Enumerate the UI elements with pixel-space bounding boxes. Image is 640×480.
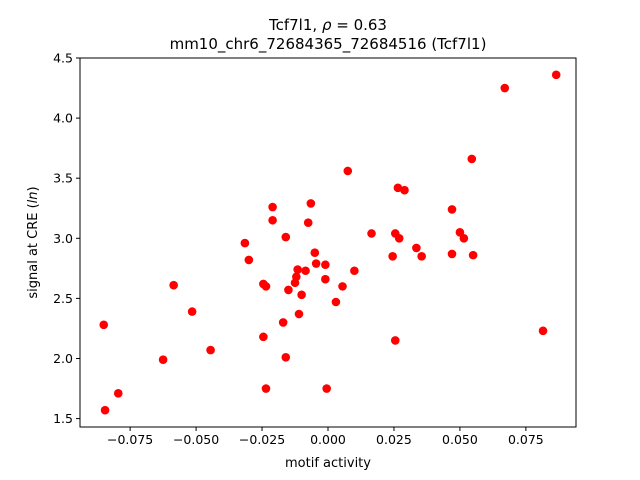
data-point — [268, 215, 277, 225]
data-point — [240, 238, 250, 248]
plot-frame — [79, 57, 577, 428]
data-point — [169, 280, 178, 290]
data-point — [113, 389, 123, 398]
data-point — [303, 218, 313, 227]
data-point — [259, 332, 268, 342]
data-point — [321, 274, 330, 284]
data-point — [268, 202, 277, 212]
y-axis-label-italic: ln — [26, 191, 41, 203]
chart-title-line-2: mm10_chr6_72684365_72684516 (Tcf7l1) — [170, 35, 487, 54]
data-point — [297, 290, 306, 300]
data-point — [412, 243, 421, 253]
data-point — [100, 405, 110, 415]
data-point — [158, 355, 168, 364]
data-point — [301, 266, 310, 276]
x-tick-label: −0.075 — [107, 432, 153, 447]
data-point — [294, 309, 304, 319]
data-point — [311, 259, 321, 268]
data-point — [467, 154, 477, 164]
data-point — [281, 352, 291, 362]
data-point — [261, 384, 271, 393]
chart-title-line-1: Tcf7l1, ρ = 0.63 — [268, 16, 387, 34]
x-tick-label: −0.025 — [239, 432, 285, 447]
data-point — [293, 265, 302, 274]
y-axis-label-suffix: ) — [26, 186, 41, 191]
data-point — [322, 384, 331, 393]
data-point — [321, 260, 330, 270]
x-tick-label: 0.075 — [508, 432, 544, 447]
data-point — [459, 233, 469, 243]
data-point — [343, 166, 353, 176]
data-point — [206, 345, 215, 355]
data-point — [417, 252, 426, 261]
data-point — [310, 248, 320, 258]
data-point — [244, 255, 254, 265]
y-tick-label: 4.0 — [53, 111, 73, 126]
y-tick-label: 4.5 — [53, 51, 73, 66]
data-point — [500, 83, 510, 93]
data-point — [447, 205, 457, 214]
x-tick-label: 0.050 — [442, 432, 478, 447]
x-tick-label: 0.000 — [310, 432, 346, 447]
title-rho-symbol: ρ — [322, 16, 332, 34]
data-point — [338, 282, 347, 291]
title-prefix: Tcf7l1, — [268, 16, 322, 34]
data-point — [393, 183, 403, 193]
data-point — [292, 272, 301, 282]
data-point — [278, 318, 288, 327]
y-tick-label: 1.5 — [53, 411, 73, 426]
data-point — [394, 233, 404, 243]
data-point — [388, 252, 397, 261]
y-tick-label: 2.0 — [53, 351, 73, 366]
y-tick-label: 3.0 — [53, 231, 73, 246]
data-point — [187, 307, 197, 316]
y-axis-label-prefix: signal at CRE ( — [26, 203, 41, 298]
data-point — [99, 320, 109, 330]
data-point — [390, 336, 400, 345]
data-point — [331, 297, 341, 307]
data-point — [306, 199, 316, 208]
data-point — [400, 185, 409, 195]
x-tick-label: 0.025 — [376, 432, 412, 447]
plot-area: −0.075 −0.050 −0.025 0.000 0.025 0.050 0.075 1.… — [53, 51, 561, 447]
data-point — [367, 229, 376, 238]
data-point — [538, 326, 548, 336]
data-point — [468, 250, 478, 260]
title-rho-value: = 0.63 — [331, 16, 387, 34]
data-point — [281, 232, 291, 242]
y-tick-label: 2.5 — [53, 291, 73, 306]
y-tick-label: 3.5 — [53, 171, 73, 186]
y-axis-label: signal at CRE (ln) — [26, 186, 41, 298]
data-point — [261, 282, 271, 291]
data-point — [551, 70, 561, 80]
x-axis-label: motif activity — [285, 456, 371, 471]
data-point — [284, 285, 293, 295]
x-tick-label: −0.050 — [173, 432, 219, 447]
data-point — [350, 266, 359, 276]
data-point — [447, 249, 457, 259]
